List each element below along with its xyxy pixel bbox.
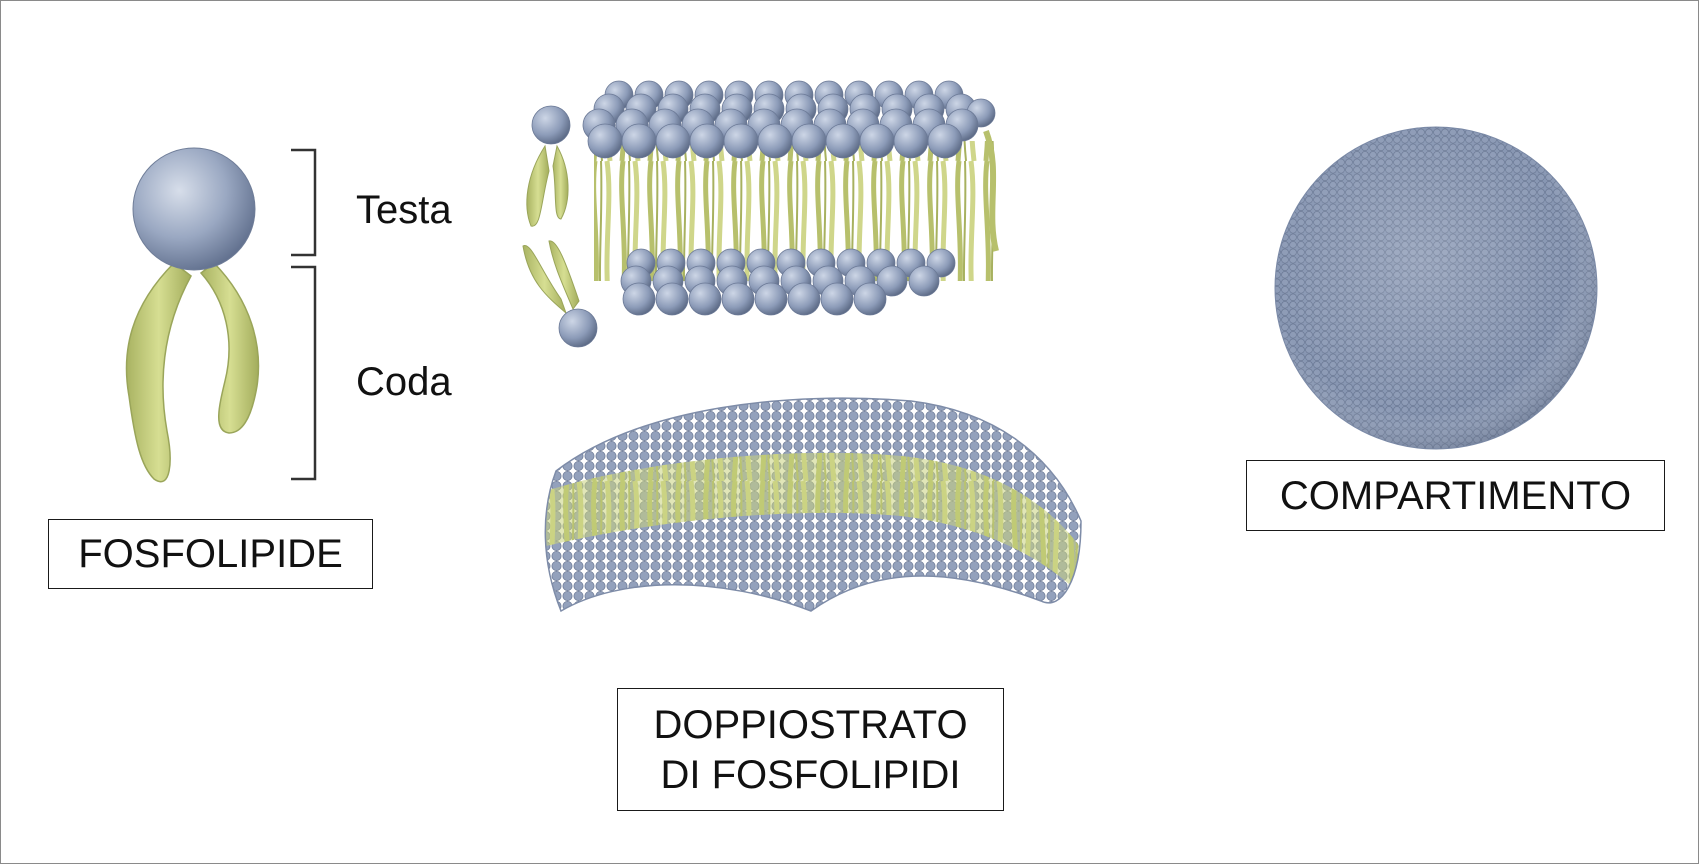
phospholipid-left-tail — [125, 262, 192, 483]
loose-phospholipid-top — [526, 105, 571, 227]
phospholipid-molecule — [125, 147, 260, 483]
curved-bilayer — [544, 397, 1082, 613]
head-bracket — [291, 148, 317, 257]
tail-label: Coda — [356, 360, 452, 404]
compartment-caption-box: COMPARTIMENTO — [1246, 460, 1665, 531]
bilayer-caption-line1: DOPPIOSTRATO — [653, 702, 968, 747]
bilayer-caption-line2: DI FOSFOLIPIDI — [660, 752, 961, 797]
tail-bracket — [291, 265, 317, 481]
compartment-sphere — [1274, 126, 1598, 450]
loose-phospholipid-bottom — [522, 240, 598, 348]
phospholipid-head — [132, 147, 256, 271]
phospholipid-right-tail — [199, 261, 260, 434]
bilayer-caption-box: DOPPIOSTRATO DI FOSFOLIPIDI — [617, 688, 1004, 811]
head-label: Testa — [356, 188, 452, 232]
compartment-caption: COMPARTIMENTO — [1279, 473, 1632, 518]
phospholipid-caption: FOSFOLIPIDE — [78, 532, 343, 576]
bilayer-block — [582, 80, 999, 316]
phospholipid-caption-box: FOSFOLIPIDE — [48, 519, 373, 589]
